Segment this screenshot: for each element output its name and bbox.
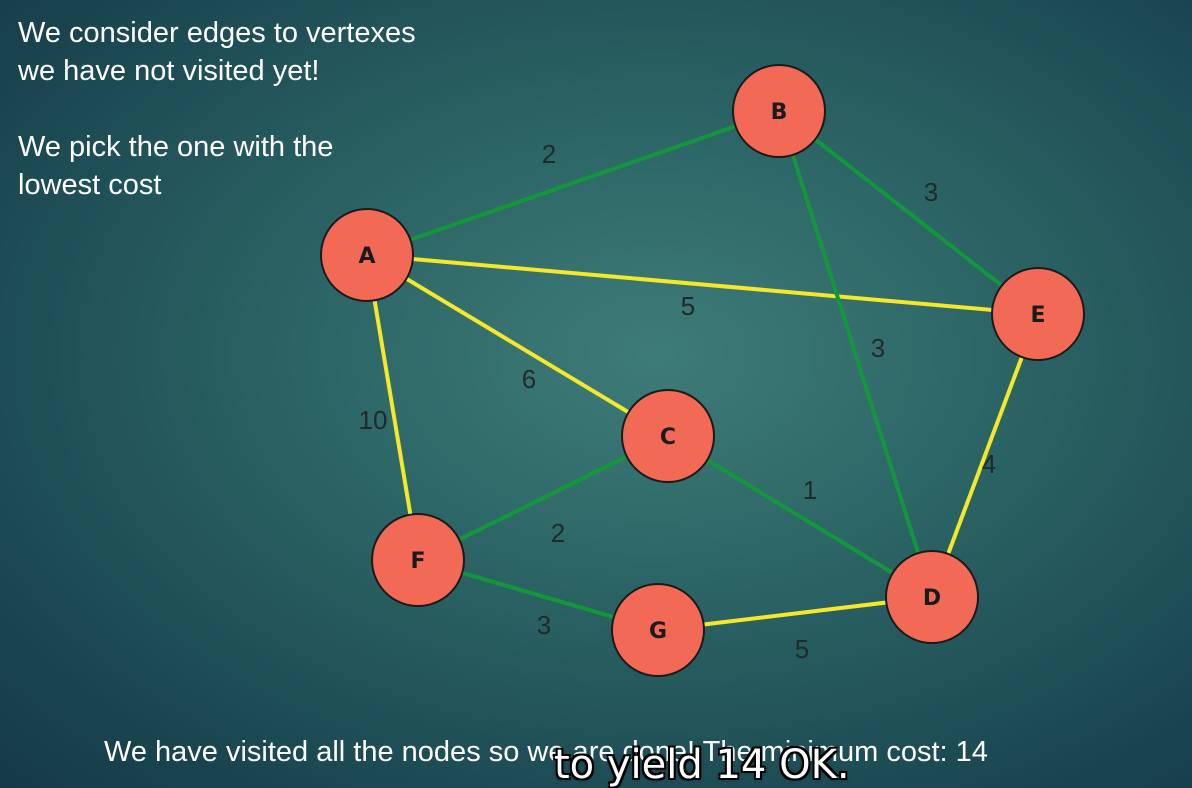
edge-a-e: [366, 253, 1039, 316]
node-circle-d: [885, 550, 979, 644]
node-d: D: [885, 550, 979, 644]
node-label-e: E: [1030, 303, 1045, 328]
result-text: We have visited all the nodes so we are …: [104, 736, 988, 768]
subtitle-caption: to yield 14 OK.: [554, 742, 850, 788]
edge-weight-a-c: 6: [522, 364, 536, 394]
edge-weight-a-e: 5: [681, 291, 695, 321]
edge-weight-e-d: 4: [982, 449, 996, 479]
edge-weight-a-f: 10: [359, 405, 388, 435]
edge-a-b: [366, 109, 780, 257]
node-e: E: [991, 267, 1085, 361]
intro-line-3: We pick the one with the: [18, 131, 334, 163]
node-label-b: B: [771, 100, 788, 125]
edge-weight-g-d: 5: [795, 634, 809, 664]
edge-weight-b-d: 3: [871, 333, 885, 363]
intro-line-2: we have not visited yet!: [18, 55, 320, 87]
edge-weight-c-d: 1: [803, 475, 817, 505]
node-circle-e: [991, 267, 1085, 361]
node-label-c: C: [660, 425, 676, 450]
edge-a-c: [365, 253, 670, 438]
node-label-f: F: [410, 549, 425, 574]
node-g: G: [611, 583, 705, 677]
edge-weight-a-b: 2: [542, 139, 556, 169]
intro-text: We consider edges to vertexes we have no…: [18, 14, 416, 204]
node-circle-f: [371, 513, 465, 607]
node-circle-c: [621, 389, 715, 483]
node-circle-g: [611, 583, 705, 677]
edge-a-f: [365, 254, 420, 561]
intro-line-1: We consider edges to vertexes: [18, 17, 416, 49]
node-f: F: [371, 513, 465, 607]
edge-e-d: [930, 313, 1040, 598]
edge-weight-b-e: 3: [924, 177, 938, 207]
node-circle-b: [732, 64, 826, 158]
node-label-d: D: [923, 586, 941, 611]
node-a: A: [320, 208, 414, 302]
edge-b-d: [777, 110, 934, 598]
edge-weight-f-g: 3: [537, 610, 551, 640]
edge-c-d: [666, 434, 934, 599]
node-b: B: [732, 64, 826, 158]
node-label-g: G: [649, 619, 667, 644]
node-c: C: [621, 389, 715, 483]
edge-b-e: [777, 109, 1040, 316]
edge-weight-c-f: 2: [551, 518, 565, 548]
node-label-a: A: [358, 244, 375, 269]
node-circle-a: [320, 208, 414, 302]
intro-line-4: lowest cost: [18, 169, 162, 201]
